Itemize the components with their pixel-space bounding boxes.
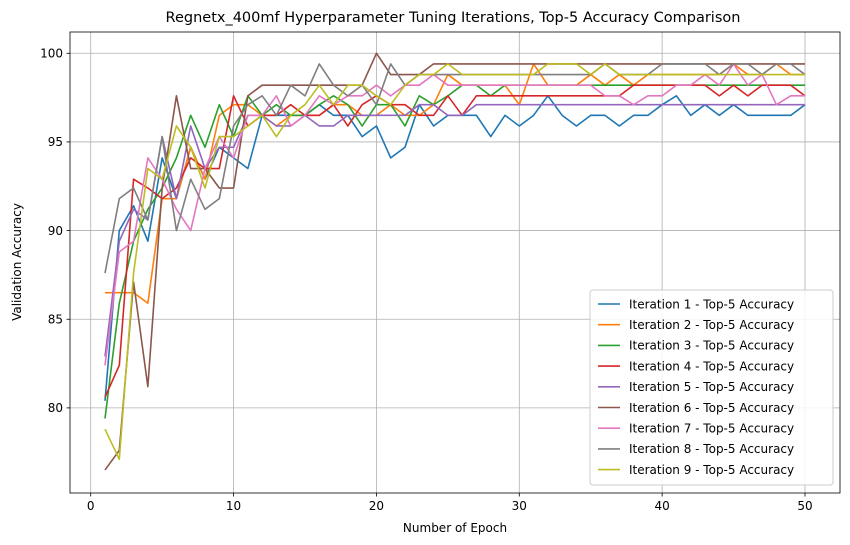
series-lines	[104, 52, 806, 471]
y-tick-label: 90	[48, 224, 63, 238]
y-tick-label: 100	[40, 47, 63, 61]
x-tick-label: 30	[512, 499, 527, 513]
x-tick-label: 0	[87, 499, 95, 513]
x-tick-label: 50	[797, 499, 812, 513]
legend-entry: Iteration 8 - Top-5 Accuracy	[629, 442, 794, 456]
x-axis-ticks: 0 10 20 30 40 50	[87, 493, 813, 513]
legend-entry: Iteration 2 - Top-5 Accuracy	[629, 318, 794, 332]
y-axis-label: Validation Accuracy	[10, 203, 24, 321]
series-line-iteration-8	[104, 63, 806, 274]
y-tick-label: 80	[48, 401, 63, 415]
series-line-iteration-5	[104, 103, 805, 357]
legend-entry: Iteration 4 - Top-5 Accuracy	[629, 359, 794, 373]
plot-frame	[69, 31, 841, 494]
legend-entry: Iteration 9 - Top-5 Accuracy	[629, 463, 794, 477]
legend-entry: Iteration 6 - Top-5 Accuracy	[629, 401, 794, 415]
x-tick-label: 20	[369, 499, 384, 513]
x-axis-label: Number of Epoch	[403, 521, 507, 535]
series-line-iteration-9	[104, 63, 805, 461]
legend-entry: Iteration 5 - Top-5 Accuracy	[629, 380, 794, 394]
legend: Iteration 1 - Top-5 Accuracy Iteration 2 …	[589, 289, 834, 486]
legend-box	[589, 289, 834, 486]
legend-entry: Iteration 1 - Top-5 Accuracy	[629, 297, 794, 311]
y-tick-label: 85	[48, 313, 63, 327]
y-axis-ticks: 80 85 90 95 100	[40, 47, 70, 415]
y-tick-label: 95	[48, 135, 63, 149]
legend-entry: Iteration 3 - Top-5 Accuracy	[629, 339, 794, 353]
chart-title: Regnetx_400mf Hyperparameter Tuning Iter…	[166, 10, 741, 26]
series-line-iteration-7	[104, 63, 805, 366]
legend-entry: Iteration 7 - Top-5 Accuracy	[629, 422, 794, 436]
x-tick-label: 40	[655, 499, 670, 513]
x-tick-label: 10	[226, 499, 241, 513]
